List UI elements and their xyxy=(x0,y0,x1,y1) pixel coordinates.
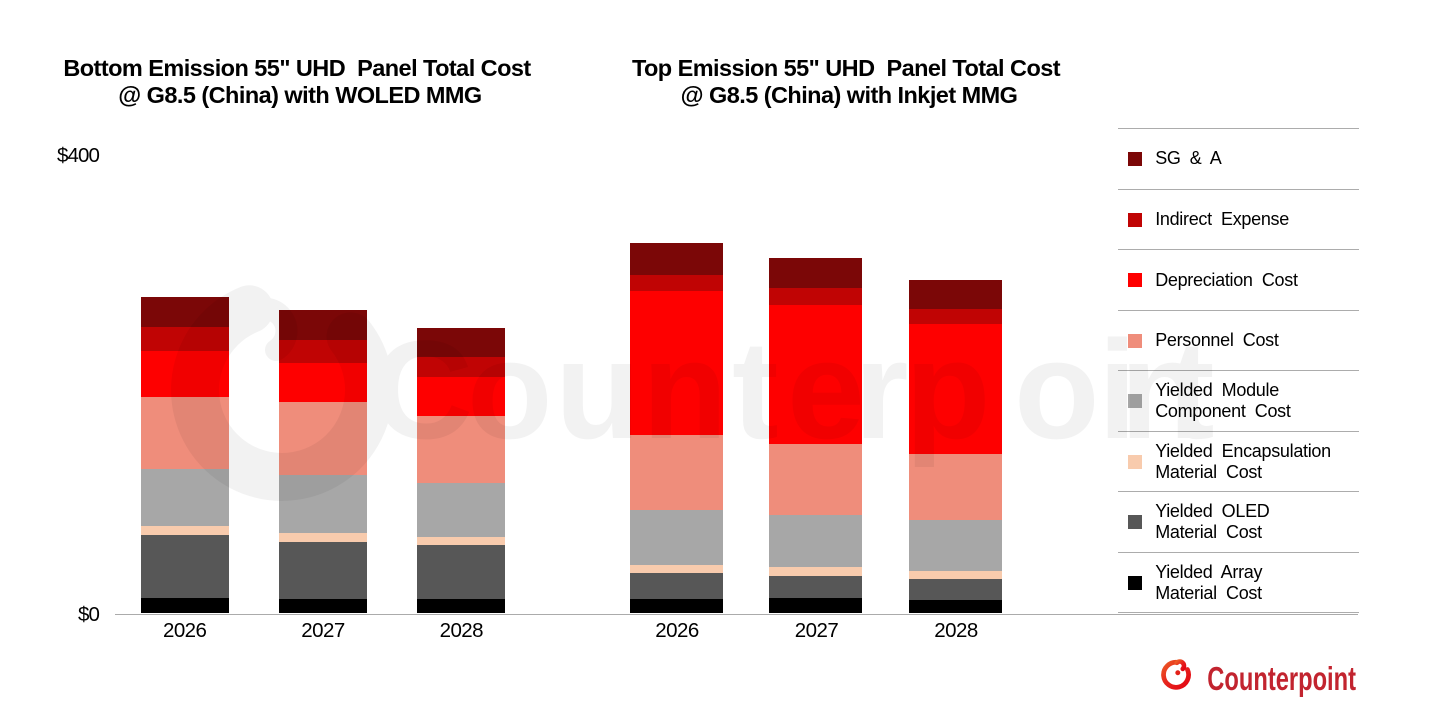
svg-text:Counterpoint: Counterpoint xyxy=(1207,660,1356,697)
